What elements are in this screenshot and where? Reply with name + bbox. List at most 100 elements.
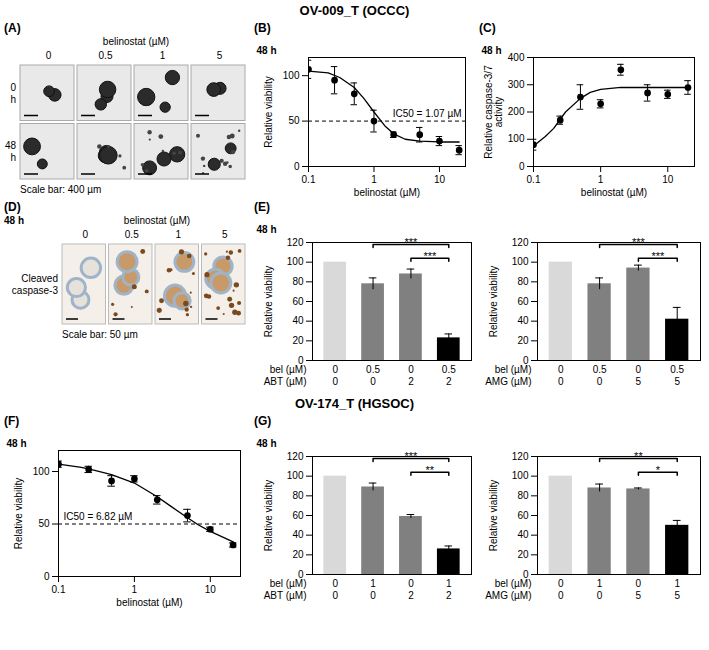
svg-text:60: 60 bbox=[292, 510, 304, 521]
svg-text:Relative viability: Relative viability bbox=[13, 478, 24, 550]
svg-text:0: 0 bbox=[10, 82, 16, 93]
svg-text:0.5: 0.5 bbox=[670, 364, 684, 375]
svg-text:20: 20 bbox=[292, 335, 304, 346]
svg-text:0: 0 bbox=[636, 364, 642, 375]
svg-text:40: 40 bbox=[517, 315, 529, 326]
svg-text:0: 0 bbox=[597, 376, 603, 387]
svg-text:1: 1 bbox=[132, 584, 138, 595]
svg-text:ABT (µM): ABT (µM) bbox=[264, 376, 307, 387]
svg-text:2: 2 bbox=[408, 376, 414, 387]
svg-text:0: 0 bbox=[44, 571, 50, 582]
svg-text:200: 200 bbox=[508, 106, 525, 117]
svg-text:0: 0 bbox=[519, 161, 525, 172]
svg-text:belinostat (µM): belinostat (µM) bbox=[581, 187, 647, 198]
svg-text:***: *** bbox=[423, 250, 437, 262]
svg-text:100: 100 bbox=[287, 256, 304, 267]
svg-text:bel (µM): bel (µM) bbox=[270, 578, 307, 589]
svg-text:50: 50 bbox=[38, 518, 50, 529]
svg-text:Cleaved: Cleaved bbox=[21, 273, 58, 284]
svg-text:0: 0 bbox=[332, 376, 338, 387]
svg-text:40: 40 bbox=[292, 315, 304, 326]
svg-text:Relative viability: Relative viability bbox=[263, 76, 274, 148]
svg-text:***: *** bbox=[651, 250, 665, 262]
svg-text:2: 2 bbox=[446, 376, 452, 387]
svg-text:AMG (µM): AMG (µM) bbox=[485, 376, 531, 387]
svg-text:**: ** bbox=[426, 464, 435, 476]
svg-text:300: 300 bbox=[508, 79, 525, 90]
svg-text:0: 0 bbox=[332, 578, 338, 589]
svg-text:0: 0 bbox=[370, 590, 376, 601]
svg-text:48 h: 48 h bbox=[257, 224, 277, 235]
svg-text:bel (µM): bel (µM) bbox=[495, 578, 532, 589]
svg-text:0.1: 0.1 bbox=[527, 174, 541, 185]
svg-text:60: 60 bbox=[292, 296, 304, 307]
svg-text:belinostat (µM): belinostat (µM) bbox=[124, 215, 190, 226]
svg-text:80: 80 bbox=[517, 490, 529, 501]
svg-text:0.5: 0.5 bbox=[125, 229, 139, 240]
svg-text:2: 2 bbox=[408, 590, 414, 601]
svg-text:0: 0 bbox=[82, 229, 88, 240]
svg-text:Relative viability: Relative viability bbox=[263, 480, 274, 552]
svg-text:100: 100 bbox=[508, 133, 525, 144]
svg-text:1: 1 bbox=[598, 174, 604, 185]
svg-text:bel (µM): bel (µM) bbox=[270, 364, 307, 375]
svg-text:5: 5 bbox=[222, 229, 228, 240]
svg-text:***: *** bbox=[405, 236, 419, 248]
svg-text:0: 0 bbox=[597, 590, 603, 601]
svg-text:80: 80 bbox=[292, 276, 304, 287]
svg-text:48: 48 bbox=[5, 140, 17, 151]
svg-text:400: 400 bbox=[508, 52, 525, 63]
svg-text:bel (µM): bel (µM) bbox=[495, 364, 532, 375]
svg-text:h: h bbox=[10, 94, 16, 105]
svg-text:IC50 = 1.07 µM: IC50 = 1.07 µM bbox=[393, 108, 462, 119]
svg-text:***: *** bbox=[405, 450, 419, 462]
svg-text:0: 0 bbox=[294, 161, 300, 172]
svg-text:10: 10 bbox=[205, 584, 217, 595]
svg-text:40: 40 bbox=[517, 529, 529, 540]
svg-text:80: 80 bbox=[292, 490, 304, 501]
svg-text:0: 0 bbox=[558, 364, 564, 375]
svg-text:0: 0 bbox=[370, 376, 376, 387]
svg-text:5: 5 bbox=[674, 590, 680, 601]
svg-text:0.1: 0.1 bbox=[52, 584, 66, 595]
svg-text:100: 100 bbox=[283, 70, 300, 81]
svg-text:5: 5 bbox=[636, 376, 642, 387]
svg-text:1: 1 bbox=[160, 50, 166, 61]
svg-text:0: 0 bbox=[332, 364, 338, 375]
svg-text:120: 120 bbox=[287, 451, 304, 462]
svg-text:***: *** bbox=[632, 236, 646, 248]
svg-text:0: 0 bbox=[636, 578, 642, 589]
svg-text:48 h: 48 h bbox=[257, 45, 277, 56]
svg-text:Relative viability: Relative viability bbox=[488, 266, 499, 338]
svg-text:ABT (µM): ABT (µM) bbox=[264, 590, 307, 601]
svg-text:Relative caspase-3/7activity: Relative caspase-3/7activity bbox=[483, 65, 504, 159]
svg-text:0: 0 bbox=[558, 578, 564, 589]
svg-text:5: 5 bbox=[217, 50, 223, 61]
svg-text:10: 10 bbox=[434, 174, 446, 185]
svg-text:48 h: 48 h bbox=[257, 438, 277, 449]
svg-text:0.5: 0.5 bbox=[366, 364, 380, 375]
svg-text:20: 20 bbox=[517, 549, 529, 560]
svg-text:5: 5 bbox=[674, 376, 680, 387]
svg-text:h: h bbox=[10, 152, 16, 163]
svg-text:Relative viability: Relative viability bbox=[488, 480, 499, 552]
svg-text:100: 100 bbox=[512, 256, 529, 267]
svg-text:Scale bar: 400 µm: Scale bar: 400 µm bbox=[20, 184, 101, 195]
svg-text:Scale bar: 50 µm: Scale bar: 50 µm bbox=[62, 329, 138, 340]
svg-text:2: 2 bbox=[446, 590, 452, 601]
svg-text:belinostat (µM): belinostat (µM) bbox=[116, 597, 182, 608]
svg-text:100: 100 bbox=[287, 470, 304, 481]
svg-text:120: 120 bbox=[287, 237, 304, 248]
svg-text:0.5: 0.5 bbox=[593, 364, 607, 375]
svg-text:0: 0 bbox=[46, 50, 52, 61]
svg-text:AMG (µM): AMG (µM) bbox=[485, 590, 531, 601]
svg-text:50: 50 bbox=[288, 115, 300, 126]
svg-text:20: 20 bbox=[292, 549, 304, 560]
svg-text:0: 0 bbox=[408, 578, 414, 589]
svg-text:0.5: 0.5 bbox=[99, 50, 113, 61]
svg-text:1: 1 bbox=[674, 578, 680, 589]
svg-text:1: 1 bbox=[175, 229, 181, 240]
svg-text:1: 1 bbox=[370, 578, 376, 589]
svg-text:120: 120 bbox=[512, 237, 529, 248]
svg-text:1: 1 bbox=[371, 174, 377, 185]
